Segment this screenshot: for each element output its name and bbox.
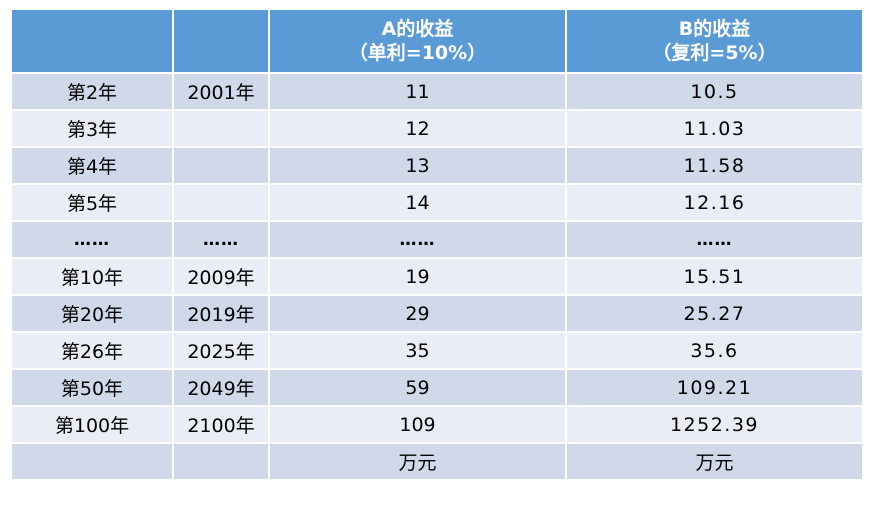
cell-b: 25.27 [565,294,864,333]
cell-year: 2100年 [172,405,270,444]
cell-b: 11.58 [565,146,864,185]
header-period [10,8,174,74]
cell-period: 第5年 [10,183,174,222]
header-a-returns: A的收益 （单利=10%） [268,8,567,74]
table-header-row: A的收益 （单利=10%） B的收益 （复利=5%） [10,8,864,74]
returns-comparison-table: A的收益 （单利=10%） B的收益 （复利=5%） 第2年 2001年 11 … [10,8,864,481]
cell-b: 35.6 [565,331,864,370]
table-row: 第10年 2009年 19 15.51 [10,257,864,296]
cell-a: 59 [268,368,567,407]
table-row-units: 万元 万元 [10,442,864,481]
cell-year: 2025年 [172,331,270,370]
cell-period: 第50年 [10,368,174,407]
cell-b: 15.51 [565,257,864,296]
cell-b-unit: 万元 [565,442,864,481]
table-row: 第20年 2019年 29 25.27 [10,294,864,333]
table-row: 第4年 13 11.58 [10,146,864,185]
table-row: 第5年 14 12.16 [10,183,864,222]
returns-table-container: A的收益 （单利=10%） B的收益 （复利=5%） 第2年 2001年 11 … [10,8,864,481]
cell-a: 35 [268,331,567,370]
cell-b: 1252.39 [565,405,864,444]
cell-period: 第3年 [10,109,174,148]
cell-b: 109.21 [565,368,864,407]
cell-period: 第26年 [10,331,174,370]
cell-a-unit: 万元 [268,442,567,481]
header-b-title: B的收益 [678,18,751,40]
cell-period: …… [10,220,174,259]
cell-a: 109 [268,405,567,444]
cell-period: 第100年 [10,405,174,444]
header-b-rate: （复利=5%） [652,42,777,64]
cell-period: 第2年 [10,72,174,111]
header-a-rate: （单利=10%） [348,42,487,64]
cell-year [172,146,270,185]
cell-a: 11 [268,72,567,111]
header-b-returns: B的收益 （复利=5%） [565,8,864,74]
cell-a: 19 [268,257,567,296]
cell-b: 10.5 [565,72,864,111]
cell-year [172,183,270,222]
cell-period [10,442,174,481]
cell-a: 29 [268,294,567,333]
cell-a: 14 [268,183,567,222]
header-a-title: A的收益 [381,18,454,40]
cell-a: …… [268,220,567,259]
cell-year: 2001年 [172,72,270,111]
cell-b: 11.03 [565,109,864,148]
cell-b: 12.16 [565,183,864,222]
table-row: 第2年 2001年 11 10.5 [10,72,864,111]
cell-year [172,442,270,481]
cell-year [172,109,270,148]
cell-a: 12 [268,109,567,148]
header-year [172,8,270,74]
cell-year: 2009年 [172,257,270,296]
cell-period: 第20年 [10,294,174,333]
table-row-ellipsis: …… …… …… …… [10,220,864,259]
cell-year: 2049年 [172,368,270,407]
table-row: 第50年 2049年 59 109.21 [10,368,864,407]
table-row: 第100年 2100年 109 1252.39 [10,405,864,444]
cell-year: 2019年 [172,294,270,333]
cell-a: 13 [268,146,567,185]
cell-b: …… [565,220,864,259]
cell-period: 第4年 [10,146,174,185]
cell-year: …… [172,220,270,259]
table-row: 第26年 2025年 35 35.6 [10,331,864,370]
cell-period: 第10年 [10,257,174,296]
table-row: 第3年 12 11.03 [10,109,864,148]
